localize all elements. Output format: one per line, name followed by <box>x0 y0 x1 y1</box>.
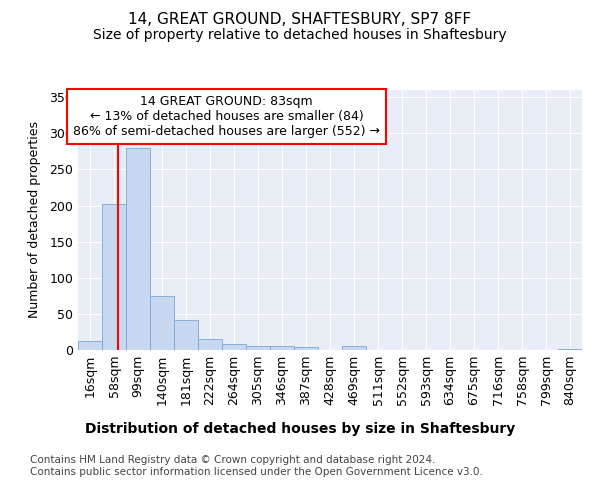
Text: Size of property relative to detached houses in Shaftesbury: Size of property relative to detached ho… <box>93 28 507 42</box>
Bar <box>78 340 102 350</box>
Bar <box>150 296 174 350</box>
Text: 14 GREAT GROUND: 83sqm
← 13% of detached houses are smaller (84)
86% of semi-det: 14 GREAT GROUND: 83sqm ← 13% of detached… <box>73 95 380 138</box>
Bar <box>294 347 318 350</box>
Bar <box>246 346 270 350</box>
Bar <box>222 344 246 350</box>
Bar <box>174 320 198 350</box>
Text: Distribution of detached houses by size in Shaftesbury: Distribution of detached houses by size … <box>85 422 515 436</box>
Bar <box>270 346 294 350</box>
Text: 14, GREAT GROUND, SHAFTESBURY, SP7 8FF: 14, GREAT GROUND, SHAFTESBURY, SP7 8FF <box>128 12 472 28</box>
Bar <box>126 148 150 350</box>
Bar <box>558 348 582 350</box>
Bar <box>342 346 366 350</box>
Text: Contains HM Land Registry data © Crown copyright and database right 2024.
Contai: Contains HM Land Registry data © Crown c… <box>30 455 483 476</box>
Bar <box>198 339 222 350</box>
Y-axis label: Number of detached properties: Number of detached properties <box>28 122 41 318</box>
Bar <box>102 204 126 350</box>
